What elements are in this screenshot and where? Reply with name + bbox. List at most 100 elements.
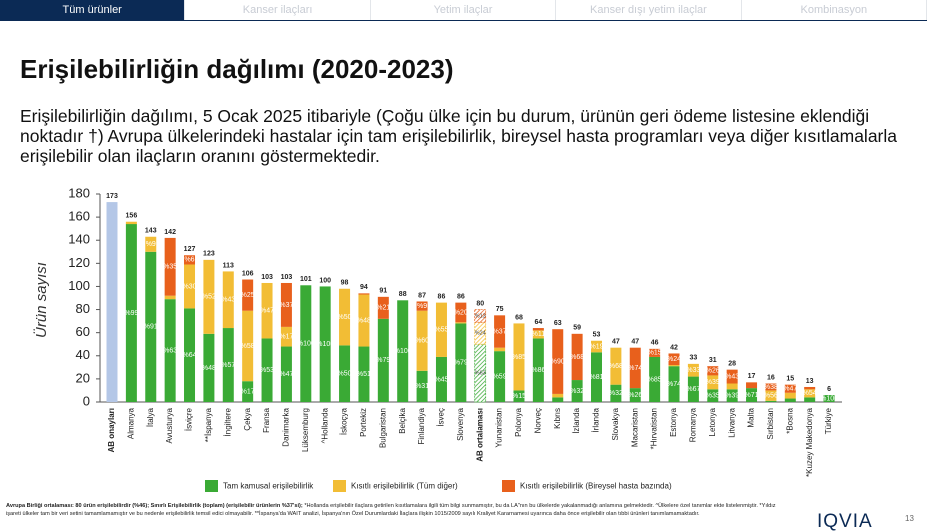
bar-segment <box>629 388 641 402</box>
segment-label: %99 <box>124 310 138 317</box>
x-tick-label: Slovakya <box>611 407 620 440</box>
tab[interactable]: Kanser ilaçları <box>185 0 371 20</box>
segment-label: %20 <box>454 309 468 316</box>
bar-segment <box>164 295 176 300</box>
segment-label: %26 <box>628 392 642 399</box>
bar-segment <box>125 221 137 225</box>
x-tick-label: Türkiye <box>824 407 833 434</box>
x-tick-label: Litvanya <box>727 407 736 437</box>
total-label: 91 <box>379 288 387 295</box>
x-tick-label: Finlandiya <box>417 407 426 444</box>
y-tick-label: 160 <box>68 209 90 224</box>
segment-label: %35 <box>163 264 177 271</box>
x-tick-label: *Bosna <box>785 407 794 433</box>
bar-segment <box>707 375 719 390</box>
y-tick-label: 180 <box>68 185 90 200</box>
bar-segment <box>494 315 506 348</box>
bar-segment <box>106 202 118 402</box>
bar-segment <box>222 328 234 402</box>
segment-label: %32 <box>570 388 584 395</box>
bar-segment <box>707 389 719 402</box>
segment-label: %56 <box>764 392 778 399</box>
x-tick-label: *Hırvatistan <box>650 408 659 449</box>
segment-label: %100 <box>297 340 315 347</box>
total-label: 15 <box>786 376 794 383</box>
tab[interactable]: Yetim ilaçlar <box>371 0 557 20</box>
segment-label: %39 <box>706 379 720 386</box>
footnote-text: *Hollanda erişilebilir ilaçlara getirile… <box>6 503 776 517</box>
segment-label: %79 <box>376 357 390 364</box>
segment-label: %24 <box>667 356 681 363</box>
total-label: 46 <box>651 340 659 347</box>
segment-label: %81 <box>589 374 603 381</box>
segment-label: %79 <box>454 360 468 367</box>
x-tick-label: Malta <box>747 407 756 427</box>
bar-segment <box>377 318 389 402</box>
bar-segment <box>823 395 835 402</box>
bar-segment <box>280 282 292 327</box>
segment-label: %85 <box>512 354 526 361</box>
total-label: 68 <box>515 314 523 321</box>
bar-segment <box>804 389 816 398</box>
bar-segment <box>571 333 583 381</box>
bar-segment <box>532 330 544 339</box>
bar-segment <box>726 389 738 402</box>
tab[interactable]: Tüm ürünler <box>0 0 186 20</box>
total-label: 17 <box>748 373 756 380</box>
x-tick-label: Macaristan <box>630 408 639 447</box>
bar-segment <box>610 384 622 402</box>
total-label: 63 <box>554 320 562 327</box>
segment-label: %48 <box>357 317 371 324</box>
bar-segment <box>203 333 215 402</box>
bar-segment <box>804 397 816 402</box>
bar-segment <box>222 271 234 329</box>
bar-segment <box>687 363 699 377</box>
bar-segment <box>629 347 641 389</box>
segment-label: %31 <box>415 383 429 390</box>
segment-label: %58 <box>241 343 255 350</box>
y-tick-label: 0 <box>83 393 90 408</box>
segment-label: %13 <box>475 313 486 319</box>
x-tick-label: İsviçre <box>185 407 194 431</box>
bar-segment <box>726 383 738 390</box>
x-tick-label: Almanya <box>126 407 135 439</box>
segment-label: %68 <box>609 363 623 370</box>
segment-label: %43 <box>725 373 739 380</box>
tab-bar: Tüm ürünler Kanser ilaçları Yetim ilaçlar K… <box>0 0 927 21</box>
x-tick-label: ^Hollanda <box>320 407 329 443</box>
x-tick-label: Polonya <box>514 407 523 436</box>
bar-segment <box>145 251 157 402</box>
segment-label: %57 <box>221 362 235 369</box>
segment-label: %43 <box>221 297 235 304</box>
segment-label: %19 <box>589 343 603 350</box>
y-tick-label: 100 <box>68 278 90 293</box>
bar-segment <box>591 340 602 353</box>
total-label: 53 <box>593 332 601 339</box>
bar-segment <box>571 380 583 402</box>
legend-label: Kısıtlı erişilebilirlik (Bireysel hasta … <box>520 482 672 491</box>
segment-label: %74 <box>667 381 681 388</box>
footnote: Avrupa Birliği ortalaması: 80 ürün erişi… <box>6 503 776 518</box>
bar-segment <box>203 259 215 334</box>
total-label: 31 <box>709 357 717 364</box>
segment-label: %100 <box>820 395 838 402</box>
legend-label: Kısıtlı erişilebilirlik (Tüm diğer) <box>351 482 458 491</box>
x-tick-label: Slovenya <box>456 407 465 440</box>
segment-label: %32 <box>609 390 623 397</box>
bar-segment <box>319 286 331 402</box>
tab[interactable]: Kanser dışı yetim ilaçlar <box>556 0 742 20</box>
segment-label: %21 <box>376 305 390 312</box>
bar-segment <box>765 383 777 391</box>
bar-segment <box>649 356 661 402</box>
total-label: 28 <box>728 360 736 367</box>
x-tick-label: Avusturya <box>165 407 174 443</box>
bar-segment <box>242 279 254 311</box>
page-title: Erişilebilirliğin dağılımı (2020-2023) <box>20 54 454 84</box>
segment-label: %63 <box>475 371 486 377</box>
bar-segment <box>668 366 680 402</box>
x-tick-label: Estonya <box>669 407 678 436</box>
logo: IQVIA <box>817 511 873 532</box>
segment-label: %68 <box>570 354 584 361</box>
total-label: 87 <box>418 292 426 299</box>
